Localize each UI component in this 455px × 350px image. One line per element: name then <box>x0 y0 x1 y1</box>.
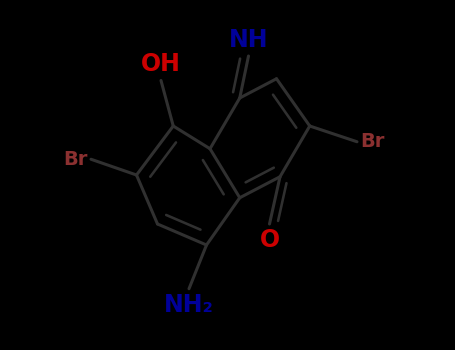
Text: OH: OH <box>141 52 181 76</box>
Text: Br: Br <box>63 150 87 169</box>
Text: NH₂: NH₂ <box>164 293 214 317</box>
Text: Br: Br <box>360 132 385 151</box>
Text: NH: NH <box>229 28 268 52</box>
Text: O: O <box>259 228 279 252</box>
